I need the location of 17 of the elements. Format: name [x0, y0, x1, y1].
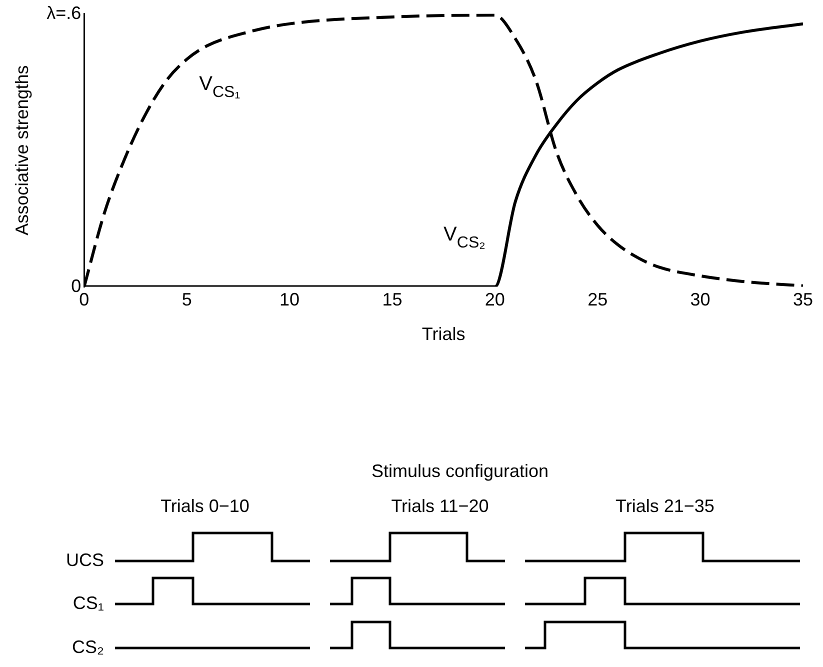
x-axis-title: Trials [422, 324, 466, 344]
x-tick-label: 5 [182, 290, 192, 310]
text: CS₁ [72, 593, 104, 613]
text: Trials 0−10 [160, 496, 250, 516]
text: Stimulus configuration [371, 461, 549, 481]
text: CS₂ [72, 637, 104, 657]
x-tick-label: 20 [484, 290, 505, 310]
text: Trials 11−20 [391, 496, 489, 516]
x-tick-label: 10 [280, 290, 300, 310]
text: Trials 21−35 [616, 496, 714, 516]
y-tick-label: λ=.6 [46, 2, 82, 23]
x-tick-label: 35 [792, 290, 814, 310]
text: UCS [66, 550, 104, 570]
y-axis-title: Associative strengths [12, 65, 32, 236]
x-tick-label: 30 [690, 290, 710, 310]
x-tick-label: 25 [588, 290, 608, 310]
x-tick-label: 15 [382, 290, 402, 310]
